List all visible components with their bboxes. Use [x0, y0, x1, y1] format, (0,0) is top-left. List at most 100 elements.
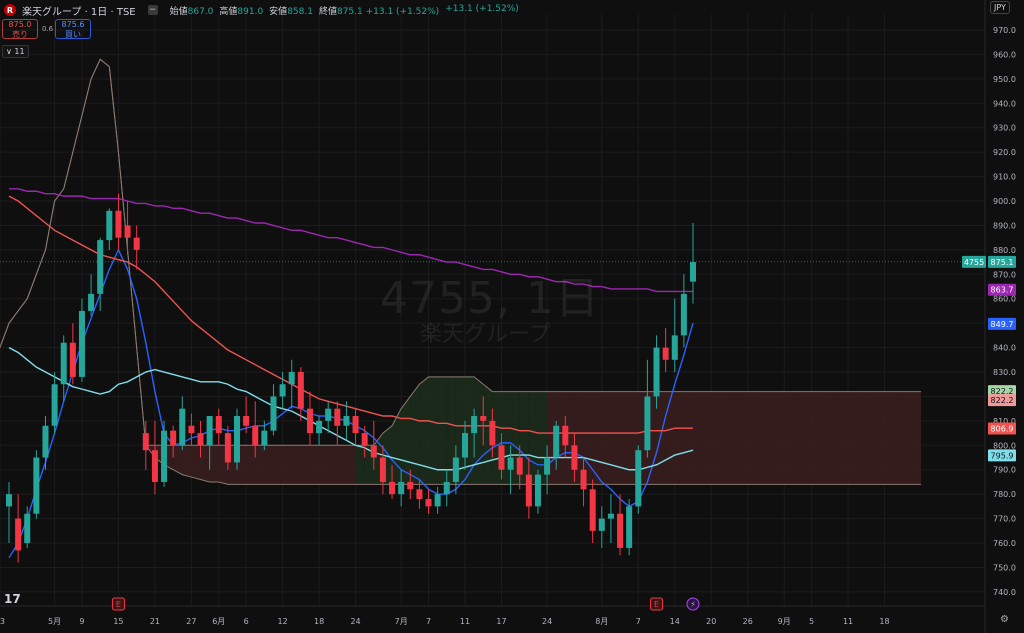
symbol-title[interactable]: 楽天グループ · 1日 · TSE: [22, 6, 136, 18]
y-tick-label: 920.0: [993, 148, 1016, 157]
candle-body: [389, 481, 396, 495]
candle-body: [206, 415, 213, 446]
cloud-segment: [875, 391, 885, 485]
x-tick-label: 24: [542, 617, 552, 626]
cloud-segment: [465, 376, 475, 485]
cloud-segment: [674, 391, 684, 485]
close-value: 875.1 +13.1 (+1.52%): [336, 6, 440, 17]
x-tick-label: 7: [636, 617, 641, 626]
x-tick-label: 7: [426, 617, 431, 626]
candle-body: [425, 499, 432, 507]
axis-price-badge: [988, 283, 1016, 296]
candle-body: [462, 433, 468, 458]
ma-long-line: [9, 188, 693, 293]
cloud-segment: [355, 445, 365, 485]
candle-body: [398, 481, 405, 495]
settings-gear-icon[interactable]: ⚙: [1000, 614, 1009, 625]
candle-body: [626, 506, 633, 548]
candle-body: [516, 457, 523, 475]
high-value: 891.0: [237, 6, 264, 17]
ma-slow-line: [8, 195, 693, 434]
candle-body: [279, 384, 286, 397]
candle-body: [452, 457, 459, 482]
spread-value: 0.6: [42, 25, 54, 33]
cloud-segment: [346, 445, 356, 485]
close-label: 終値: [318, 6, 337, 17]
y-tick-label: 740.0: [993, 588, 1016, 597]
candle-body: [671, 335, 678, 360]
candle-body: [161, 430, 168, 482]
cloud-segment: [711, 391, 721, 485]
buy-button[interactable]: 875.6 買い: [55, 19, 91, 39]
ohlc-readout: 始値867.0 高値891.0 安値858.1 終値875.1 +13.1 (+…: [170, 4, 519, 17]
cloud-segment: [528, 391, 538, 485]
candle-body: [97, 240, 104, 294]
axis-price-label: 795.9: [991, 451, 1014, 460]
candle-body: [306, 408, 313, 434]
candle-body: [115, 210, 122, 238]
candle-body: [288, 372, 295, 385]
candle-body: [188, 425, 195, 434]
x-tick-label: 27: [186, 617, 196, 626]
candle-body: [215, 415, 222, 434]
cloud-segment: [793, 391, 803, 485]
y-tick-label: 950.0: [993, 75, 1016, 84]
candle-body: [243, 415, 250, 426]
x-tick-label: 5: [809, 617, 814, 626]
axis-price-label: 863.7: [991, 286, 1014, 295]
x-tick-label: 18: [314, 617, 324, 626]
indicators-toggle[interactable]: ∨ 11: [2, 45, 29, 58]
x-tick-label: 18: [879, 617, 889, 626]
tradingview-logo-icon[interactable]: 17: [4, 592, 21, 606]
candle-body: [370, 445, 377, 458]
x-tick-label: 6: [244, 617, 249, 626]
x-tick-label: 5月: [48, 617, 61, 626]
collapse-icon[interactable]: −: [147, 5, 158, 15]
y-tick-label: 770.0: [993, 515, 1016, 524]
candle-body: [69, 342, 76, 377]
candle-body: [589, 489, 596, 531]
candle-body: [270, 396, 277, 431]
y-tick-label: 760.0: [993, 539, 1016, 548]
cloud-segment: [756, 391, 766, 485]
sell-price: 875.0: [8, 20, 32, 29]
sell-button[interactable]: 875.0 売り: [2, 19, 38, 39]
candle-body: [471, 415, 478, 434]
y-tick-label: 830.0: [993, 368, 1016, 377]
cloud-segment: [601, 391, 611, 485]
cloud-segment: [838, 391, 849, 485]
axis-price-badge: [988, 394, 1016, 407]
cloud-segment: [747, 391, 757, 485]
cloud-segment: [209, 445, 219, 482]
candle-body: [24, 513, 31, 544]
y-tick-label: 810.0: [993, 417, 1016, 426]
cloud-segment: [419, 376, 429, 485]
axis-price-label: 822.2: [991, 387, 1014, 396]
candle-body: [60, 342, 67, 385]
cloud-segment: [902, 391, 912, 485]
axis-price-label: 806.9: [991, 424, 1014, 433]
axis-price-badge: [988, 422, 1016, 435]
low-value: 858.1: [287, 6, 313, 17]
currency-selector[interactable]: JPY: [990, 1, 1010, 14]
rakuten-logo-icon: R: [4, 4, 16, 16]
cloud-segment: [911, 391, 921, 485]
candle-body: [607, 513, 614, 519]
cloud-segment: [683, 391, 693, 485]
cloud-segment: [309, 445, 320, 485]
y-tick-label: 930.0: [993, 124, 1016, 133]
high-label: 高値: [219, 6, 238, 17]
cloud-segment: [720, 391, 730, 485]
candle-body: [142, 433, 149, 451]
cloud-segment: [738, 391, 748, 485]
open-value: 867.0: [187, 6, 214, 17]
candle-body: [133, 237, 140, 250]
x-tick-label: 21: [150, 617, 160, 626]
y-tick-label: 800.0: [993, 441, 1016, 450]
cloud-segment: [656, 391, 666, 485]
earnings-event-icon: [650, 597, 664, 611]
cloud-segment: [702, 391, 712, 485]
axis-price-badge: [988, 449, 1016, 462]
low-label: 安値: [269, 6, 288, 17]
